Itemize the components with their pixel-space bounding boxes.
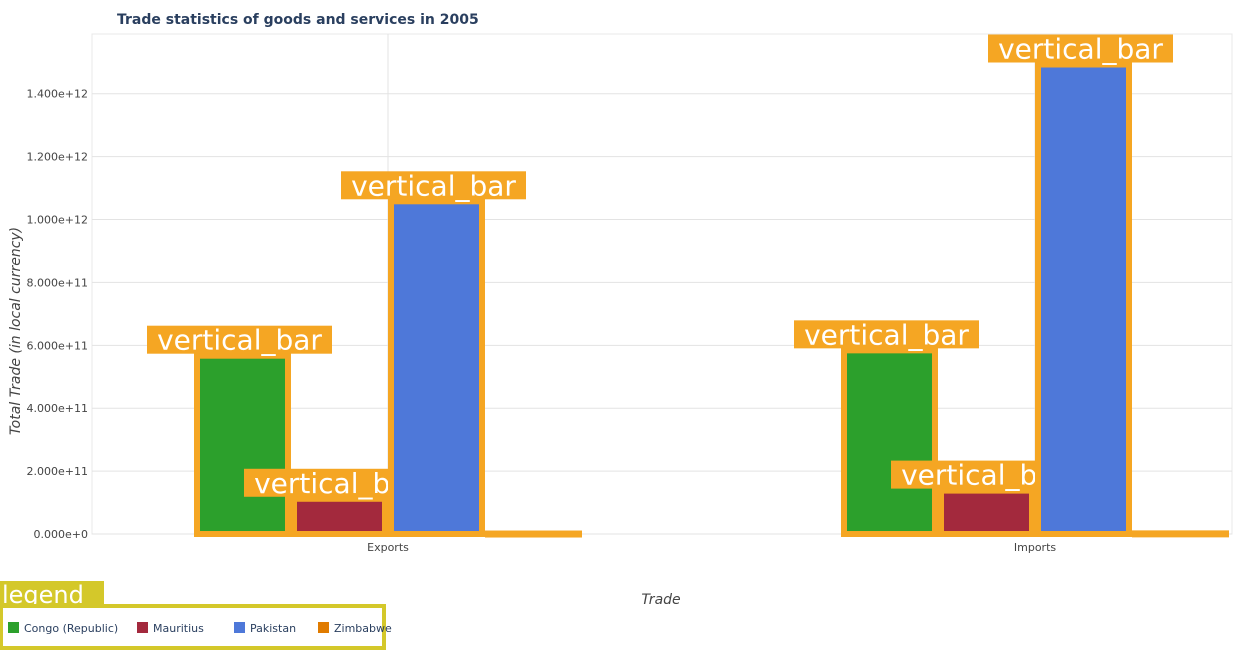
legend-label: Pakistan (250, 622, 296, 635)
y-tick-label: 8.000e+11 (27, 276, 88, 289)
bar-annotation-box (794, 320, 979, 349)
bar-imports-2 (1035, 61, 1132, 537)
bar-annotation-box (147, 325, 332, 354)
y-tick-label: 1.000e+12 (27, 214, 88, 227)
bar-annotation-label: vertical_bar (157, 324, 322, 357)
bar-exports-2 (388, 198, 485, 537)
legend-label: Zimbabwe (334, 622, 392, 635)
bar-imports-0 (841, 347, 938, 537)
bar-exports-1 (291, 495, 388, 538)
bar-annotation-box (988, 34, 1173, 63)
legend-swatch (137, 622, 148, 633)
bar-exports-0 (194, 352, 291, 537)
legend-swatch (8, 622, 19, 633)
x-tick-label: Exports (367, 541, 409, 554)
bar-annotation-label: vertical_bar (351, 169, 516, 202)
bars: vertical_barvertical_barvertical_barvert… (147, 33, 1229, 538)
legend-label: Mauritius (153, 622, 204, 635)
chart-title: Trade statistics of goods and services i… (117, 12, 479, 28)
legend-label: Congo (Republic) (24, 622, 118, 635)
x-axis-title: Trade (641, 592, 680, 608)
y-tick-label: 6.000e+11 (27, 339, 88, 352)
legend-swatch (318, 622, 329, 633)
bar-annotation-label: vertical_bar (804, 318, 969, 351)
y-tick-label: 1.400e+12 (27, 88, 88, 101)
y-tick-label: 0.000e+0 (34, 528, 88, 541)
x-tick-label: Imports (1014, 541, 1057, 554)
x-axis-categories: Exports Imports (367, 541, 1056, 554)
bar-imports-3 (1132, 530, 1229, 538)
bar-imports-1 (938, 487, 1035, 537)
y-axis-ticks: 0.000e+0 2.000e+11 4.000e+11 6.000e+11 8.000… (27, 88, 88, 541)
bar-exports-3 (485, 530, 582, 538)
y-axis-title: Total Trade (in local currency) (8, 227, 24, 435)
legend-title-box (0, 581, 104, 606)
bar-annotation-label: vertical_bar (998, 33, 1163, 66)
legend-swatch (234, 622, 245, 633)
y-tick-label: 1.200e+12 (27, 151, 88, 164)
y-tick-label: 2.000e+11 (27, 465, 88, 478)
bar-annotation-box (341, 171, 526, 200)
y-tick-label: 4.000e+11 (27, 402, 88, 415)
